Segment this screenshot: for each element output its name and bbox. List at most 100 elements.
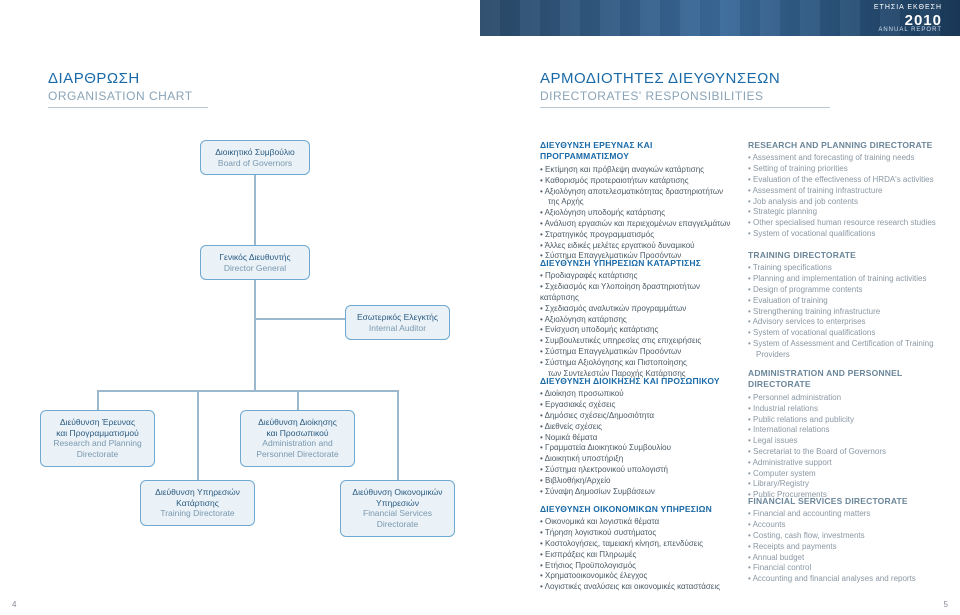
resp-item: Δημόσιες σχέσεις/Δημοσιότητα <box>540 411 740 422</box>
resp-item: Receipts and payments <box>748 542 948 553</box>
resp-item: Διοίκηση προσωπικού <box>540 389 740 400</box>
resp-item: Legal issues <box>748 436 948 447</box>
resp-block-title: RESEARCH AND PLANNING DIRECTORATE <box>748 140 948 151</box>
resp-block: ΔΙΕΥΘΥΝΣΗ ΟΙΚΟΝΟΜΙΚΩΝ ΥΠΗΡΕΣΙΩΝ Οικονομικ… <box>540 504 740 593</box>
node-auditor-en: Internal Auditor <box>350 323 445 334</box>
node-d4-gr1: Διεύθυνση Οικονομικών <box>345 487 450 498</box>
conn-v4 <box>397 390 399 480</box>
right-title-en: DIRECTORATES' RESPONSIBILITIES <box>540 89 830 103</box>
resp-item: Evaluation of training <box>748 296 948 307</box>
org-chart: Διοικητικό Συμβούλιο Board of Governors … <box>0 130 480 600</box>
resp-item: Secretariat to the Board of Governors <box>748 447 948 458</box>
resp-item: Costing, cash flow, investments <box>748 531 948 542</box>
node-d4-en2: Directorate <box>345 519 450 530</box>
resp-item: Accounting and financial analyses and re… <box>748 574 948 585</box>
resp-item: Συμβουλευτικές υπηρεσίες στις επιχειρήσε… <box>540 336 740 347</box>
resp-item: Βιβλιοθήκη/Αρχείο <box>540 476 740 487</box>
header-year-gr: ΕΤΗΣΙΑ ΕΚΘΕΣΗ <box>874 4 942 11</box>
resp-item: Accounts <box>748 520 948 531</box>
node-d3-en2: Personnel Directorate <box>245 449 350 460</box>
right-title-gr: ΑΡΜΟΔΙΟΤΗΤΕΣ ΔΙΕΥΘΥΝΣΕΩΝ <box>540 70 830 87</box>
resp-block-list: Διοίκηση προσωπικούΕργασιακές σχέσειςΔημ… <box>540 389 740 497</box>
resp-item: Advisory services to enterprises <box>748 317 948 328</box>
resp-item: Planning and implementation of training … <box>748 274 948 285</box>
resp-block: FINANCIAL SERVICES DIRECTORATE Financial … <box>748 496 948 585</box>
resp-item: Financial and accounting matters <box>748 509 948 520</box>
resp-item: Evaluation of the effectiveness of HRDA'… <box>748 175 948 186</box>
resp-block: TRAINING DIRECTORATETraining specificati… <box>748 250 948 361</box>
node-board: Διοικητικό Συμβούλιο Board of Governors <box>200 140 310 175</box>
resp-item: Διοικητική υποστήριξη <box>540 454 740 465</box>
header-year-en: ANNUAL REPORT <box>878 27 942 33</box>
node-d1-en2: Directorate <box>45 449 150 460</box>
node-auditor: Εσωτερικός Ελεγκτής Internal Auditor <box>345 305 450 340</box>
resp-item: Στρατηγικός προγραμματισμός <box>540 230 740 241</box>
resp-block-list: Εκτίμηση και πρόβλεψη αναγκών κατάρτισης… <box>540 165 740 262</box>
resp-item: Τήρηση λογιστικού συστήματος <box>540 528 740 539</box>
node-board-gr: Διοικητικό Συμβούλιο <box>205 147 305 158</box>
resp-item: Training specifications <box>748 263 948 274</box>
resp-block: ΔΙΕΥΘΥΝΣΗ ΕΡΕΥΝΑΣ ΚΑΙ ΠΡΟΓΡΑΜΜΑΤΙΣΜΟΥΕκτ… <box>540 140 740 262</box>
node-d4: Διεύθυνση Οικονομικών Υπηρεσιών Financia… <box>340 480 455 537</box>
conn-v2 <box>197 390 199 480</box>
resp-block-list: Προδιαγραφές κατάρτισηςΣχεδιασμός και Υλ… <box>540 271 740 379</box>
resp-item: Design of programme contents <box>748 285 948 296</box>
resp-item: International relations <box>748 425 948 436</box>
resp-item: Λογιστικές αναλύσεις και οικονομικές κατ… <box>540 582 740 593</box>
resp-item: Άλλες ειδικές μελέτες εργατικού δυναμικο… <box>540 241 740 252</box>
resp-item: Setting of training priorities <box>748 164 948 175</box>
resp-item: Γραμματεία Διοικητικού Συμβουλίου <box>540 443 740 454</box>
resp-item: Assessment and forecasting of training n… <box>748 153 948 164</box>
resp-item: Financial control <box>748 563 948 574</box>
resp-item: Σύστημα ηλεκτρονικού υπολογιστή <box>540 465 740 476</box>
resp-block: ADMINISTRATION AND PERSONNEL DIRECTORATE… <box>748 368 948 501</box>
resp-item: Personnel administration <box>748 393 948 404</box>
conn-hbar <box>97 390 397 392</box>
resp-item: Σύναψη Δημοσίων Συμβάσεων <box>540 487 740 498</box>
left-title-en: ORGANISATION CHART <box>48 89 208 103</box>
resp-block: ΔΙΕΥΘΥΝΣΗ ΥΠΗΡΕΣΙΩΝ ΚΑΤΑΡΤΙΣΗΣ Προδιαγραφ… <box>540 258 740 379</box>
resp-item: Σχεδιασμός και Υλοποίηση δραστηριοτήτων … <box>540 282 740 304</box>
node-d1-gr1: Διεύθυνση Έρευνας <box>45 417 150 428</box>
resp-block-list: Personnel administrationIndustrial relat… <box>748 393 948 501</box>
resp-item: Strengthening training infrastructure <box>748 307 948 318</box>
node-dg-gr: Γενικός Διευθυντής <box>205 252 305 263</box>
resp-item: Administrative support <box>748 458 948 469</box>
node-d3-gr1: Διεύθυνση Διοίκησης <box>245 417 350 428</box>
resp-item: Εργασιακές σχέσεις <box>540 400 740 411</box>
resp-item: Job analysis and job contents <box>748 197 948 208</box>
resp-block-title: ADMINISTRATION AND PERSONNEL DIRECTORATE <box>748 368 948 391</box>
header-strip: ΕΤΗΣΙΑ ΕΚΘΕΣΗ 2010 ANNUAL REPORT <box>480 0 960 36</box>
resp-block-title: ΔΙΕΥΘΥΝΣΗ ΟΙΚΟΝΟΜΙΚΩΝ ΥΠΗΡΕΣΙΩΝ <box>540 504 740 515</box>
resp-item: Προδιαγραφές κατάρτισης <box>540 271 740 282</box>
resp-item: Σύστημα Αξιολόγησης και Πιστοποίησης <box>540 358 740 369</box>
resp-item: Providers <box>748 350 948 361</box>
resp-item: Νομικά θέματα <box>540 433 740 444</box>
node-d3: Διεύθυνση Διοίκησης και Προσωπικού Admin… <box>240 410 355 467</box>
resp-item: Καθορισμός προτεραιοτήτων κατάρτισης <box>540 176 740 187</box>
resp-item: Annual budget <box>748 553 948 564</box>
resp-item: Χρηματοοικονομικός έλεγχος <box>540 571 740 582</box>
resp-block-title: FINANCIAL SERVICES DIRECTORATE <box>748 496 948 507</box>
resp-item: Οικονομικά και λογιστικά θέματα <box>540 517 740 528</box>
node-dg: Γενικός Διευθυντής Director General <box>200 245 310 280</box>
node-d4-gr2: Υπηρεσιών <box>345 498 450 509</box>
resp-item: Εκτίμηση και πρόβλεψη αναγκών κατάρτισης <box>540 165 740 176</box>
resp-item: System of vocational qualifications <box>748 328 948 339</box>
conn-dg-auditor <box>256 318 345 320</box>
conn-board-dg <box>254 170 256 245</box>
resp-block-title: ΔΙΕΥΘΥΝΣΗ ΥΠΗΡΕΣΙΩΝ ΚΑΤΑΡΤΙΣΗΣ <box>540 258 740 269</box>
resp-item: Διεθνείς σχέσεις <box>540 422 740 433</box>
resp-item: Public relations and publicity <box>748 415 948 426</box>
resp-item: Ενίσχυση υποδομής κατάρτισης <box>540 325 740 336</box>
left-title-rule <box>48 107 208 108</box>
resp-item: System of Assessment and Certification o… <box>748 339 948 350</box>
resp-item: System of vocational qualifications <box>748 229 948 240</box>
resp-item: Σχεδιασμός αναλυτικών προγραμμάτων <box>540 304 740 315</box>
resp-item: της Αρχής <box>540 197 740 208</box>
left-section-title: ΔΙΑΡΘΡΩΣΗ ORGANISATION CHART <box>48 70 208 108</box>
resp-item: Library/Registry <box>748 479 948 490</box>
conn-dg-down <box>254 275 256 390</box>
resp-block: RESEARCH AND PLANNING DIRECTORATE Assessm… <box>748 140 948 240</box>
resp-item: Computer system <box>748 469 948 480</box>
